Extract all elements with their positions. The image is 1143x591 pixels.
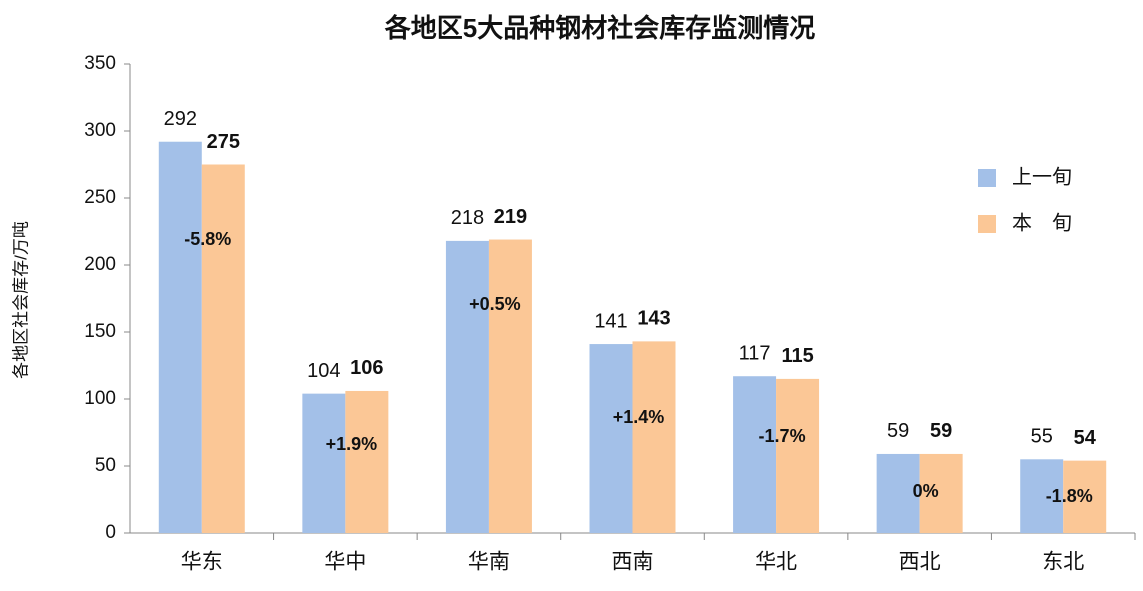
change-annotation: -5.8%: [184, 229, 231, 249]
legend-label: 上一旬: [1012, 165, 1072, 188]
x-tick-label: 华南: [468, 551, 510, 574]
value-label: 275: [207, 131, 240, 153]
bar: [302, 393, 346, 533]
y-tick-label: 200: [84, 254, 116, 275]
change-annotation: +1.9%: [326, 434, 378, 454]
chart-title: 各地区5大品种钢材社会库存监测情况: [384, 13, 815, 43]
legend-swatch: [978, 169, 996, 187]
bar: [158, 141, 202, 533]
y-tick-label: 0: [105, 522, 116, 543]
legend-label: 本 旬: [1012, 211, 1072, 234]
y-tick-label: 300: [84, 120, 116, 141]
bar: [776, 378, 820, 533]
bar: [345, 390, 389, 533]
value-label: 292: [164, 108, 197, 130]
bar: [488, 239, 532, 534]
value-label: 59: [887, 420, 909, 442]
y-axis-label: 各地区社会库存/万吨: [11, 221, 30, 379]
bar: [632, 341, 676, 533]
value-label: 106: [350, 357, 383, 379]
value-label: 219: [494, 206, 527, 228]
legend-swatch: [978, 215, 996, 233]
value-label: 104: [307, 360, 340, 382]
value-label: 59: [930, 420, 952, 442]
x-tick-label: 西北: [899, 551, 941, 574]
y-tick-label: 150: [84, 321, 116, 342]
value-label: 143: [637, 308, 670, 330]
x-tick-label: 东北: [1042, 551, 1084, 574]
bar: [201, 164, 245, 533]
y-tick-label: 50: [95, 455, 116, 476]
value-label: 218: [451, 207, 484, 229]
value-label: 141: [594, 310, 627, 332]
value-label: 115: [781, 345, 813, 367]
bar: [1020, 459, 1064, 533]
bar: [445, 240, 489, 533]
value-label: 54: [1074, 427, 1097, 449]
bar: [733, 376, 777, 533]
bar: [1063, 460, 1107, 533]
value-label: 55: [1031, 426, 1053, 448]
bar: [919, 453, 963, 533]
change-annotation: 0%: [913, 481, 939, 501]
change-annotation: +1.4%: [613, 407, 665, 427]
x-tick-label: 华中: [324, 551, 366, 574]
y-tick-label: 100: [84, 388, 116, 409]
x-tick-label: 西南: [612, 551, 654, 574]
x-tick-label: 华北: [755, 551, 797, 574]
change-annotation: -1.7%: [759, 426, 806, 446]
value-label: 117: [739, 343, 771, 365]
bar: [589, 344, 633, 533]
y-tick-label: 250: [84, 187, 116, 208]
bar: [876, 453, 920, 533]
change-annotation: +0.5%: [469, 294, 521, 314]
change-annotation: -1.8%: [1046, 486, 1093, 506]
x-tick-label: 华东: [181, 551, 223, 574]
y-tick-label: 350: [84, 53, 116, 74]
